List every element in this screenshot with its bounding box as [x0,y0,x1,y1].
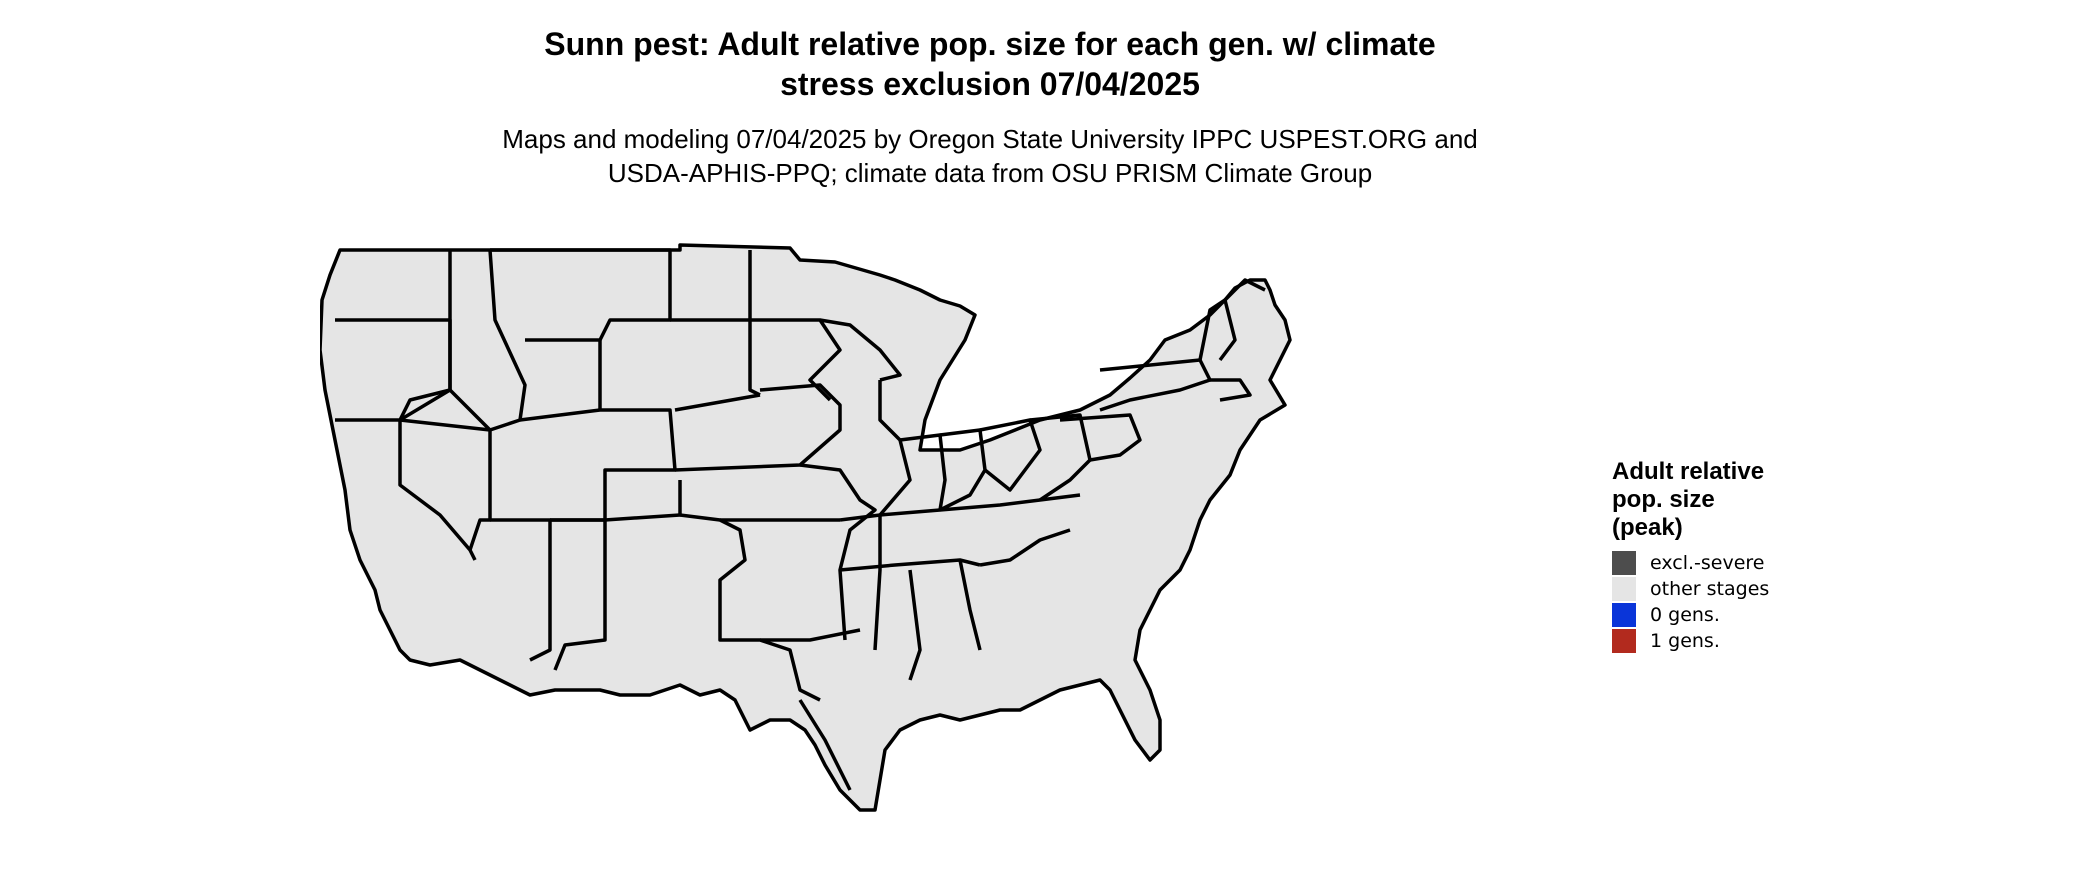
map-subtitle-line1: Maps and modeling 07/04/2025 by Oregon S… [502,124,1478,154]
map-title: Sunn pest: Adult relative pop. size for … [390,24,1590,104]
legend-title-line3: (peak) [1612,514,1683,541]
legend-label: other stages [1650,578,1770,600]
legend-swatch [1612,629,1636,653]
legend-label: 0 gens. [1650,604,1720,626]
legend-title-line1: Adult relative [1612,458,1765,485]
map-title-line2: stress exclusion 07/04/2025 [780,66,1200,102]
legend-title-line2: pop. size [1612,486,1715,513]
map-legend: Adult relative pop. size (peak) excl.-se… [1612,458,1842,654]
map-subtitle-line2: USDA-APHIS-PPQ; climate data from OSU PR… [607,158,1373,188]
legend-items: excl.-severe other stages 0 gens. 1 gens… [1612,550,1842,654]
map-title-line1: Sunn pest: Adult relative pop. size for … [544,26,1436,62]
map-subtitle: Maps and modeling 07/04/2025 by Oregon S… [390,122,1590,190]
legend-swatch [1612,551,1636,575]
legend-label: 1 gens. [1650,630,1720,652]
legend-title: Adult relative pop. size (peak) [1612,458,1842,542]
state-borders [320,243,1292,812]
legend-label: excl.-severe [1650,552,1765,574]
legend-swatch [1612,603,1636,627]
legend-item-0-gens: 0 gens. [1612,602,1842,628]
legend-item-other-stages: other stages [1612,576,1842,602]
legend-item-1-gens: 1 gens. [1612,628,1842,654]
legend-item-excl-severe: excl.-severe [1612,550,1842,576]
us-map [320,243,1292,812]
legend-swatch [1612,577,1636,601]
